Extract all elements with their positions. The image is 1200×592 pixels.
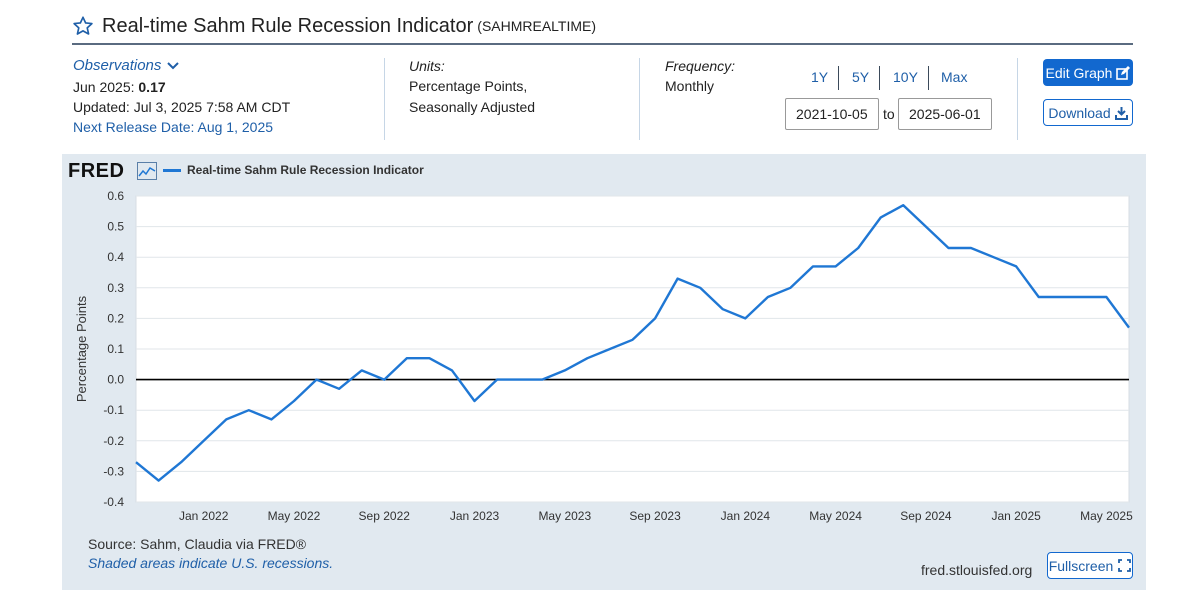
legend-swatch (163, 168, 181, 172)
line-chart-icon (137, 162, 157, 180)
x-tick-label: Jan 2025 (991, 509, 1041, 523)
range-max-button[interactable]: Max (941, 69, 968, 85)
source-text: Source: Sahm, Claudia via FRED® (88, 536, 307, 552)
chart-legend: Real-time Sahm Rule Recession Indicator (163, 162, 424, 178)
range-10y-button[interactable]: 10Y (893, 69, 918, 85)
updated-text: Updated: Jul 3, 2025 7:58 AM CDT (73, 99, 291, 115)
chevron-down-icon (167, 62, 180, 70)
x-tick-label: May 2025 (1080, 509, 1133, 523)
divider (1017, 58, 1018, 140)
divider (838, 66, 839, 90)
y-tick-label: 0.3 (107, 281, 124, 295)
divider (879, 66, 880, 90)
observation-date: Jun 2025: (73, 79, 135, 95)
y-tick-label: 0.5 (107, 220, 124, 234)
download-label: Download (1048, 104, 1111, 121)
divider (384, 58, 385, 140)
observations-toggle[interactable]: Observations (73, 56, 180, 76)
x-tick-label: Jan 2024 (721, 509, 771, 523)
download-button[interactable]: Download (1043, 99, 1133, 126)
y-tick-label: -0.3 (103, 464, 124, 478)
units-line1: Percentage Points, (409, 78, 528, 94)
next-release-link[interactable]: Next Release Date: Aug 1, 2025 (73, 119, 274, 135)
date-range-to: to (883, 106, 895, 122)
x-tick-label: Jan 2023 (450, 509, 500, 523)
edit-graph-label: Edit Graph (1045, 64, 1113, 81)
x-tick-label: May 2023 (538, 509, 591, 523)
recession-note: Shaded areas indicate U.S. recessions. (88, 555, 334, 571)
y-tick-label: -0.4 (103, 495, 124, 509)
series-line (135, 203, 1130, 482)
y-axis-label: Percentage Points (74, 295, 89, 402)
y-tick-label: 0.1 (107, 342, 124, 356)
divider (639, 58, 640, 140)
legend-label: Real-time Sahm Rule Recession Indicator (187, 163, 424, 177)
title-row: Real-time Sahm Rule Recession Indicator … (72, 12, 596, 40)
end-date-input[interactable] (898, 98, 992, 130)
units-line2: Seasonally Adjusted (409, 99, 536, 115)
frequency-value: Monthly (665, 78, 715, 94)
units-label: Units: (409, 58, 445, 74)
edit-icon (1116, 65, 1131, 80)
fred-url[interactable]: fred.stlouisfed.org (921, 562, 1033, 578)
page-title: Real-time Sahm Rule Recession Indicator (102, 14, 474, 37)
range-1y-button[interactable]: 1Y (811, 69, 829, 85)
fullscreen-button[interactable]: Fullscreen (1047, 552, 1133, 579)
x-tick-label: May 2024 (809, 509, 862, 523)
edit-graph-button[interactable]: Edit Graph (1043, 59, 1133, 86)
download-icon (1114, 106, 1128, 120)
y-tick-label: 0.6 (107, 189, 124, 203)
title-divider (72, 43, 1133, 45)
y-tick-label: 0.2 (107, 311, 124, 325)
fullscreen-icon (1118, 559, 1132, 572)
y-tick-label: -0.2 (103, 434, 124, 448)
range-5y-button[interactable]: 5Y (852, 69, 870, 85)
frequency-label: Frequency: (665, 58, 736, 74)
y-tick-label: 0.0 (107, 373, 124, 387)
observations-label: Observations (73, 57, 162, 74)
x-tick-label: Sep 2024 (900, 509, 952, 523)
y-tick-label: 0.4 (107, 250, 124, 264)
x-tick-label: Jan 2022 (179, 509, 229, 523)
latest-observation: Jun 2025: 0.17 (73, 77, 166, 97)
x-tick-label: May 2022 (268, 509, 321, 523)
y-tick-label: -0.1 (103, 403, 124, 417)
start-date-input[interactable] (785, 98, 879, 130)
divider (928, 66, 929, 90)
x-tick-label: Sep 2022 (359, 509, 411, 523)
fullscreen-label: Fullscreen (1048, 557, 1114, 574)
series-id: (SAHMREALTIME) (477, 18, 597, 34)
observation-value: 0.17 (138, 79, 166, 95)
x-tick-label: Sep 2023 (629, 509, 681, 523)
fred-logo: FRED (68, 160, 125, 182)
star-icon[interactable] (72, 15, 94, 37)
